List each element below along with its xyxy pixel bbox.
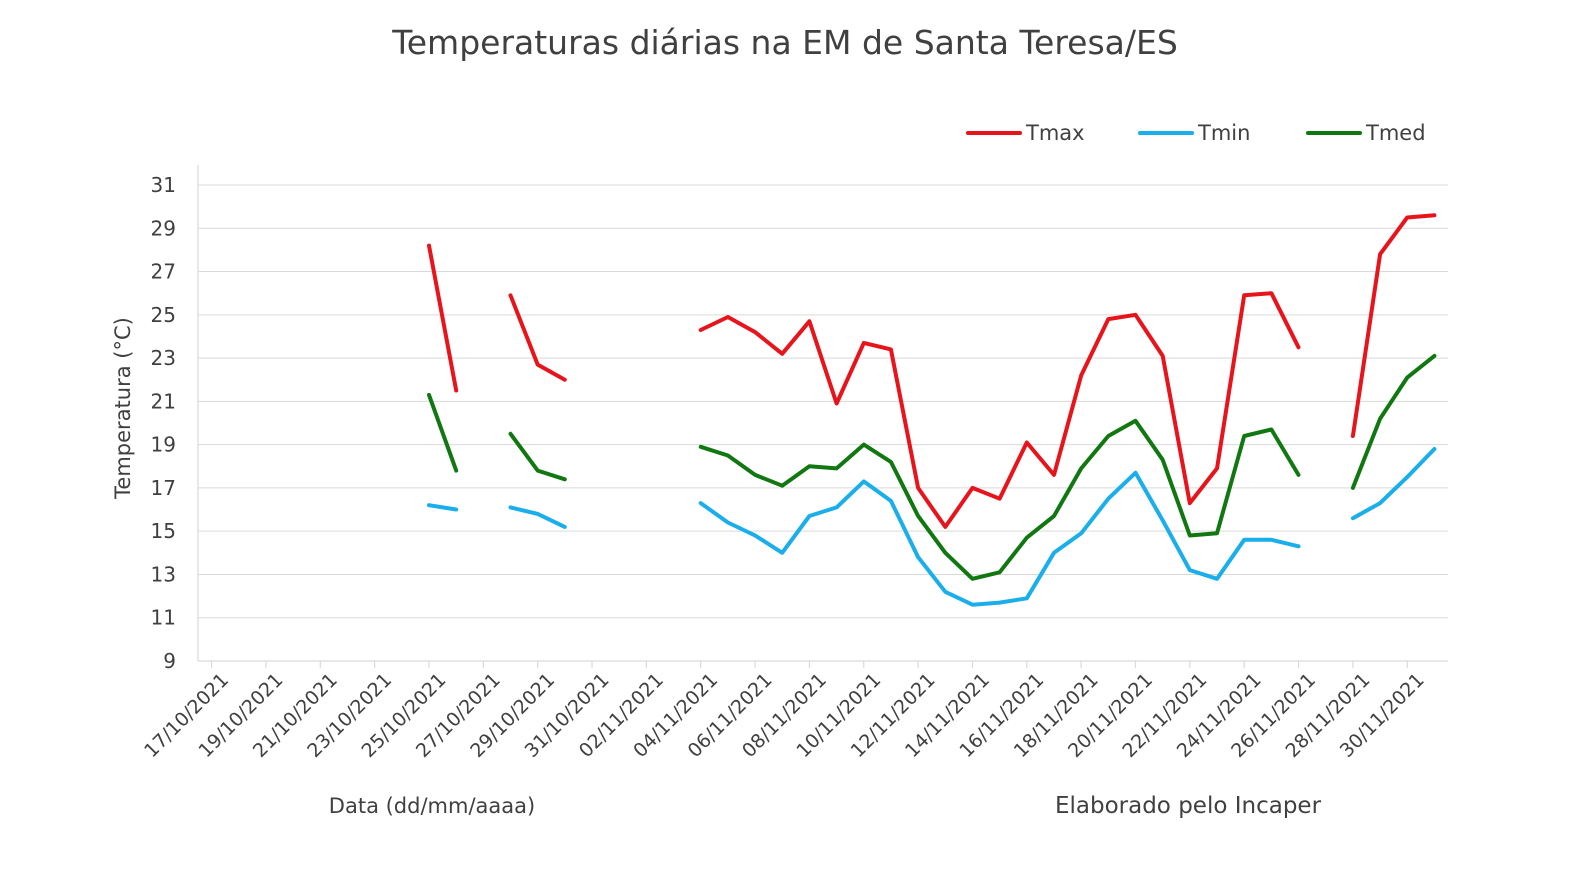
series-line-tmax — [508, 293, 567, 382]
series-line-tmin — [1350, 447, 1437, 521]
series-line-tmax — [427, 243, 459, 393]
series-line-tmin — [698, 470, 1301, 607]
series-line-tmax — [698, 291, 1301, 529]
x-axis-title: Data (dd/mm/aaaa) — [329, 794, 535, 818]
source-note: Elaborado pelo Incaper — [1055, 793, 1322, 819]
series-line-tmed — [427, 392, 459, 473]
y-tick-label: 17 — [151, 476, 176, 500]
y-axis-tick-labels: 9 11 13 15 17 19 21 23 25 27 29 31 — [151, 173, 176, 673]
legend-label-tmin: Tmin — [1197, 121, 1250, 145]
chart-title: Temperaturas diárias na EM de Santa Tere… — [391, 23, 1178, 62]
series-line-tmin — [427, 503, 459, 512]
legend-label-tmax: Tmax — [1025, 121, 1085, 145]
series-lines — [427, 213, 1437, 607]
y-tick-label: 23 — [151, 346, 176, 370]
series-line-tmed — [508, 431, 567, 482]
legend-label-tmed: Tmed — [1365, 121, 1426, 145]
series-line-tmin — [508, 505, 567, 529]
grid — [197, 165, 1448, 662]
y-tick-label: 27 — [151, 260, 176, 284]
y-axis-title: Temperatura (°C) — [111, 317, 135, 500]
series-line-tmed — [1350, 353, 1437, 490]
y-tick-label: 25 — [151, 303, 176, 327]
series-line-tmax — [1350, 213, 1437, 438]
y-tick-label: 13 — [151, 562, 176, 586]
y-tick-label: 21 — [151, 389, 176, 413]
y-tick-label: 15 — [151, 519, 176, 543]
y-tick-label: 31 — [151, 173, 176, 197]
y-tick-label: 29 — [151, 216, 176, 240]
legend: Tmax Tmin Tmed — [966, 121, 1426, 145]
y-tick-label: 11 — [151, 606, 176, 630]
series-line-tmed — [698, 418, 1301, 581]
x-axis-tick-labels: 17/10/202119/10/202121/10/202123/10/2021… — [140, 669, 1429, 762]
y-tick-label: 9 — [163, 649, 176, 673]
x-axis-ticks — [210, 661, 1408, 668]
y-tick-label: 19 — [151, 433, 176, 457]
